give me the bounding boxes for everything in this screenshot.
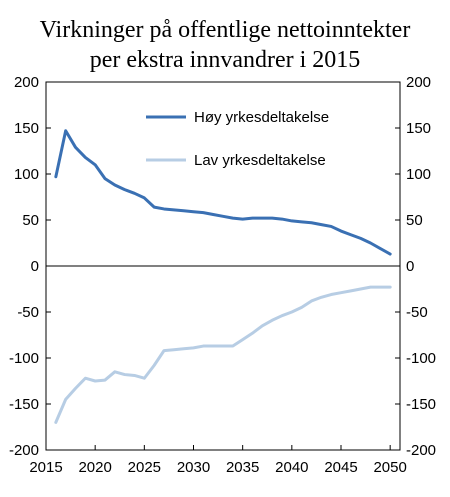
y-tick-label-left: 200 bbox=[14, 74, 39, 91]
x-tick-label: 2015 bbox=[29, 459, 62, 476]
series-line-hoy-yrkesdeltakelse bbox=[54, 129, 392, 256]
chart-title-line-1: Virkninger på offentlige nettoinntekter bbox=[40, 17, 411, 43]
x-tick-label: 2050 bbox=[373, 459, 406, 476]
y-tick-label-right: -100 bbox=[406, 350, 436, 367]
y-tick-label-left: 50 bbox=[22, 212, 39, 229]
axes: -200 -200 -150 -150 -100 -100 -50 -50 0 0 50 50 100 1… bbox=[9, 74, 436, 476]
y-tick-label-right: 100 bbox=[406, 166, 431, 183]
x-tick-label: 2040 bbox=[275, 459, 308, 476]
x-tick-label: 2020 bbox=[78, 459, 111, 476]
y-tick-label-left: -100 bbox=[9, 350, 39, 367]
y-tick-label-left: -200 bbox=[9, 442, 39, 459]
y-tick-label-left: 100 bbox=[14, 166, 39, 183]
legend-label-hoy-yrkesdeltakelse: Høy yrkesdeltakelse bbox=[194, 109, 329, 126]
y-tick-label-left: 0 bbox=[31, 258, 39, 275]
y-tick-label-right: -150 bbox=[406, 396, 436, 413]
y-tick-label-left: -50 bbox=[17, 304, 39, 321]
legend-label-lav-yrkesdeltakelse: Lav yrkesdeltakelse bbox=[194, 152, 326, 169]
y-tick-label-right: -200 bbox=[406, 442, 436, 459]
y-tick-label-right: 0 bbox=[406, 258, 414, 275]
x-tick-label: 2035 bbox=[226, 459, 259, 476]
x-tick-label: 2045 bbox=[324, 459, 357, 476]
y-tick-label-right: 50 bbox=[406, 212, 423, 229]
y-tick-label-right: 150 bbox=[406, 120, 431, 137]
series-layer bbox=[54, 129, 392, 424]
x-tick-label: 2030 bbox=[177, 459, 210, 476]
y-tick-label-left: -150 bbox=[9, 396, 39, 413]
series-line-lav-yrkesdeltakelse bbox=[54, 285, 392, 424]
legend: Høy yrkesdeltakelse Lav yrkesdeltakelse bbox=[146, 109, 329, 169]
y-tick-label-right: 200 bbox=[406, 74, 431, 91]
x-tick-label: 2025 bbox=[128, 459, 161, 476]
chart-title-line-2: per ekstra innvandrer i 2015 bbox=[90, 47, 361, 73]
y-tick-label-right: -50 bbox=[406, 304, 428, 321]
y-tick-label-left: 150 bbox=[14, 120, 39, 137]
